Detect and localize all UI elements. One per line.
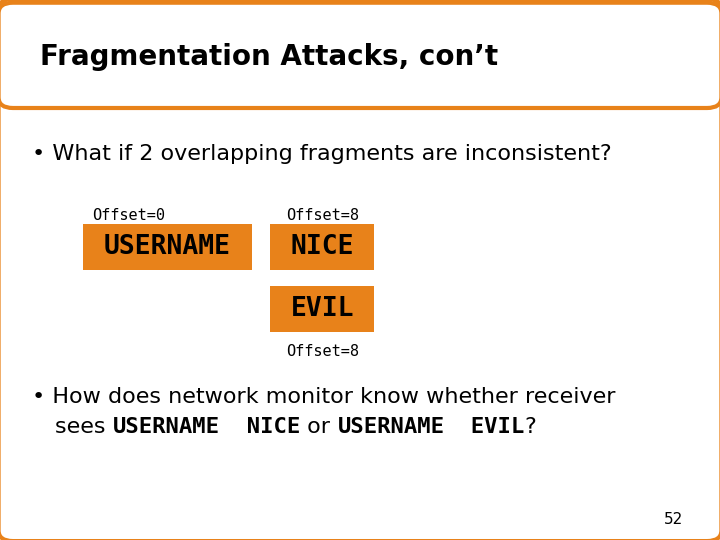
Text: USERNAME: USERNAME bbox=[104, 234, 231, 260]
FancyBboxPatch shape bbox=[270, 224, 374, 270]
Text: • How does network monitor know whether receiver: • How does network monitor know whether … bbox=[32, 387, 616, 407]
Text: NICE: NICE bbox=[220, 416, 300, 437]
Text: Offset=0: Offset=0 bbox=[91, 208, 165, 224]
Text: USERNAME: USERNAME bbox=[338, 416, 444, 437]
FancyBboxPatch shape bbox=[270, 286, 374, 332]
Text: 52: 52 bbox=[664, 512, 683, 527]
Text: EVIL: EVIL bbox=[290, 296, 354, 322]
Text: EVIL: EVIL bbox=[444, 416, 525, 437]
FancyBboxPatch shape bbox=[83, 224, 252, 270]
Text: sees: sees bbox=[55, 416, 113, 437]
Text: or: or bbox=[300, 416, 338, 437]
Text: Offset=8: Offset=8 bbox=[286, 343, 359, 359]
FancyBboxPatch shape bbox=[0, 3, 720, 108]
Text: NICE: NICE bbox=[290, 234, 354, 260]
Text: • What if 2 overlapping fragments are inconsistent?: • What if 2 overlapping fragments are in… bbox=[32, 144, 612, 164]
Text: ?: ? bbox=[525, 416, 536, 437]
Text: Fragmentation Attacks, con’t: Fragmentation Attacks, con’t bbox=[40, 43, 498, 71]
Text: USERNAME: USERNAME bbox=[113, 416, 220, 437]
Text: Offset=8: Offset=8 bbox=[286, 208, 359, 224]
